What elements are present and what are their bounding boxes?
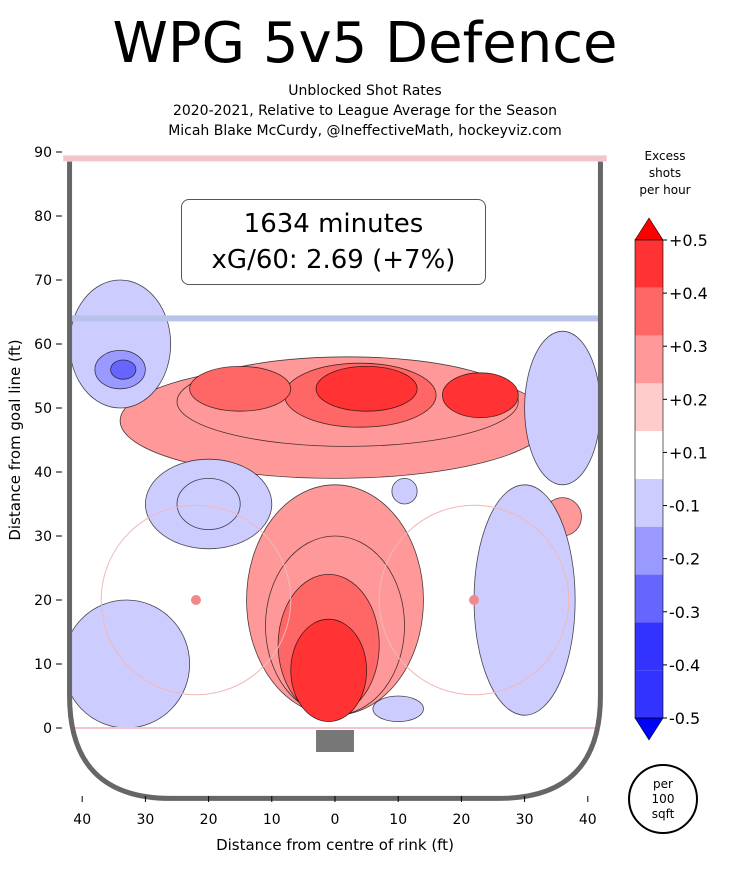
subtitle-line-1: Unblocked Shot Rates (288, 83, 442, 99)
y-tick-label: 0 (43, 721, 52, 737)
colorbar-segment (635, 526, 663, 575)
y-tick-label: 50 (34, 401, 52, 417)
colorbar-label: +0.1 (669, 443, 708, 462)
x-axis-label: Distance from centre of rink (ft) (216, 836, 454, 854)
heat-region-negative (524, 330, 601, 486)
x-tick-label: 30 (516, 812, 534, 828)
colorbar-segment (635, 287, 663, 336)
unit-line: per (653, 777, 673, 791)
colorbar-segment (635, 479, 663, 527)
heat-region-negative (176, 477, 241, 530)
y-tick-label: 80 (34, 209, 52, 225)
colorbar-title-line: Excess (644, 149, 686, 163)
colorbar-label: +0.3 (669, 337, 708, 356)
heat-region-positive (189, 365, 292, 412)
colorbar-title-line: per hour (639, 183, 691, 197)
y-tick-label: 30 (34, 529, 52, 545)
heat-region-negative (110, 359, 137, 380)
y-tick-label: 20 (34, 593, 52, 609)
heat-region-positive (290, 618, 368, 723)
summary-box: 1634 minutes xG/60: 2.69 (+7%) (181, 199, 486, 285)
colorbar-max-arrow (634, 217, 664, 241)
x-tick-label: 10 (263, 812, 281, 828)
faceoff-dot (469, 595, 480, 605)
y-tick-label: 90 (34, 145, 52, 161)
xg-label: xG/60: 2.69 (+7%) (211, 245, 456, 275)
colorbar-label: -0.2 (669, 550, 700, 569)
x-tick-label: 20 (452, 812, 470, 828)
colorbar-segment (635, 622, 663, 671)
y-tick-label: 70 (34, 273, 52, 289)
colorbar-label: -0.5 (669, 709, 700, 728)
x-tick-label: 40 (73, 812, 91, 828)
colorbar-segment (635, 431, 663, 479)
colorbar-segment (635, 574, 663, 623)
heat-region-negative (391, 478, 418, 505)
y-axis-label: Distance from goal line (ft) (6, 339, 24, 540)
colorbar-min-arrow (634, 717, 664, 741)
colorbar-label: +0.2 (669, 390, 708, 409)
goal-net (316, 730, 354, 752)
faceoff-circle (100, 504, 292, 696)
faceoff-dot (190, 595, 201, 605)
x-tick-label: 20 (200, 812, 218, 828)
heat-region-positive (315, 365, 418, 412)
colorbar-label: -0.1 (669, 497, 700, 516)
x-tick-label: 10 (389, 812, 407, 828)
colorbar-segment (635, 383, 663, 432)
y-tick-label: 40 (34, 465, 52, 481)
x-tick-label: 30 (136, 812, 154, 828)
colorbar-label: +0.5 (669, 231, 708, 250)
subtitle-line-2: 2020-2021, Relative to League Average fo… (172, 103, 558, 119)
colorbar-segment (635, 240, 663, 288)
subtitle-line-3: Micah Blake McCurdy, @IneffectiveMath, h… (168, 123, 562, 139)
y-tick-label: 10 (34, 657, 52, 673)
unit-line: 100 (651, 792, 675, 806)
center-line (63, 155, 607, 162)
heatmap-regions (69, 279, 601, 729)
colorbar-label: +0.4 (669, 284, 708, 303)
colorbar-segment (635, 335, 663, 384)
colorbar-label: -0.4 (669, 656, 700, 675)
x-tick-label: 40 (579, 812, 597, 828)
x-tick-label: 0 (331, 812, 340, 828)
colorbar-title-line: shots (648, 166, 682, 180)
y-tick-label: 60 (34, 337, 52, 353)
colorbar-label: -0.3 (669, 603, 700, 622)
faceoff-circle (378, 504, 570, 696)
unit-badge: per 100 sqft (628, 764, 698, 834)
blue-line (69, 315, 601, 322)
colorbar-frame (634, 239, 664, 719)
heat-region-negative (69, 279, 172, 409)
colorbar-title: Excess shots per hour (620, 148, 710, 199)
heat-region-positive (442, 372, 519, 419)
minutes-label: 1634 minutes (243, 209, 424, 239)
heat-region-negative (372, 695, 424, 723)
colorbar-segment (635, 670, 663, 718)
chart-title: WPG 5v5 Defence (112, 11, 618, 76)
unit-line: sqft (651, 807, 675, 821)
